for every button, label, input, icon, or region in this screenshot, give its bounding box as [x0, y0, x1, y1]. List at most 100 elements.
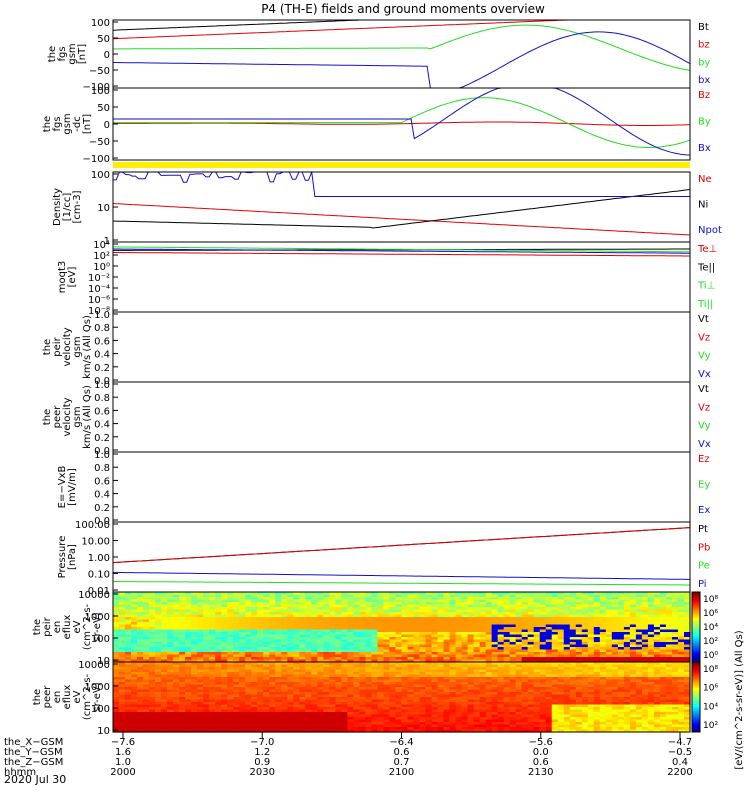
- legend-Te⊥: Te⊥: [697, 244, 717, 255]
- y-tick-label: 100: [91, 634, 110, 645]
- y-axis-label: velocity: [62, 327, 73, 366]
- y-axis-label: (cm^2-s-: [82, 673, 93, 720]
- y-tick-label: 0.01: [88, 586, 110, 597]
- series-line-1: [112, 527, 691, 564]
- colorbar-tick: 10⁰: [703, 651, 718, 661]
- x-tick-label: 2200: [667, 767, 692, 778]
- x-tick-label: 2030: [250, 767, 275, 778]
- y-tick-label: 0.2: [94, 363, 110, 374]
- y-axis-label: -dc: [72, 116, 83, 131]
- x-tick-label: 1.0: [115, 757, 131, 768]
- series-line-3: [113, 31, 691, 89]
- y-axis-label: gsm: [72, 336, 83, 357]
- y-tick-label: 0.4: [94, 350, 110, 361]
- y-tick-label: 10²: [93, 251, 110, 262]
- y-tick-label: 0.0: [94, 376, 110, 387]
- panel-peer_spec: 10000 1000 100 10 the peer en eflux eV (cm^2-s-sr…: [32, 660, 718, 737]
- y-tick-label: 0.6: [94, 476, 110, 487]
- series-line-2: [113, 246, 690, 253]
- series-line-2: [113, 24, 691, 71]
- colorbar: 10⁸ 10⁶ 10⁴ 10² 10⁰: [691, 591, 718, 663]
- colorbar-tick: 10⁶: [703, 609, 718, 619]
- y-tick-label: 0: [104, 120, 110, 131]
- x-tick-label: 0.9: [254, 757, 270, 768]
- y-axis-label: [1/cc]: [62, 193, 73, 222]
- colorbar-tick: 10²: [703, 637, 718, 647]
- panel-frame: [112, 171, 691, 243]
- x-tick-label: −0.5: [668, 747, 692, 758]
- x-tick-label: 1.6: [115, 747, 131, 758]
- legend-bz: bz: [698, 40, 710, 51]
- y-tick-label: 0: [104, 50, 110, 61]
- colorbar: 10⁸ 10⁶ 10⁴ 10²: [691, 661, 718, 733]
- y-axis-label: [nPa]: [67, 544, 78, 570]
- panel-efield: 1.0 0.8 0.6 0.4 0.2 0.0 E=−VxB [mV/m] Ez Ey Ex: [57, 450, 710, 527]
- y-axis-label: velocity: [62, 397, 73, 436]
- x-tick-label: 0.6: [533, 757, 549, 768]
- y-axis-label: the: [47, 46, 58, 62]
- y-axis-label: peer: [52, 405, 63, 429]
- y-tick-label: 10.00: [81, 537, 110, 548]
- legend-By: By: [698, 116, 711, 127]
- y-tick-label: 0.4: [94, 490, 110, 501]
- y-tick-label: −50: [89, 137, 110, 148]
- y-tick-label: 0.6: [94, 336, 110, 347]
- legend-Vx: Vx: [698, 439, 711, 450]
- y-axis-label: peir: [52, 336, 63, 356]
- y-tick-label: 100: [91, 170, 110, 181]
- panel-peir_v: 1.0 0.8 0.6 0.4 0.2 0.0 the peir velocity gsm km/s…: [42, 310, 711, 387]
- y-tick-label: −100: [83, 154, 110, 165]
- y-axis-label: [mV/m]: [67, 468, 78, 506]
- y-tick-label: 10: [97, 203, 110, 214]
- legend-Ti⊥: Ti⊥: [697, 281, 715, 292]
- x-tick-label: 2100: [389, 767, 414, 778]
- panel-frame: [112, 451, 691, 523]
- y-tick-label: 0.8: [94, 323, 110, 334]
- x-axis: the_X−GSMthe_Y−GSMthe_Z−GSMhhmm−7.61.61.…: [4, 732, 693, 778]
- y-axis-label: peer: [42, 685, 53, 709]
- y-axis-label: eflux: [62, 615, 73, 640]
- panel-peir_spec: 10000 1000 100 10 the peir en eflux eV (cm^2-s-sr…: [32, 590, 718, 667]
- y-tick-label: 0.0: [94, 446, 110, 457]
- legend-Bt: Bt: [698, 22, 709, 33]
- y-axis-label: Pressure: [57, 536, 68, 579]
- y-tick-label: 10000: [78, 590, 110, 601]
- y-axis-label: km/s (All Qs): [82, 315, 93, 379]
- y-axis-label: km/s (All Qs): [82, 385, 93, 449]
- y-axis-label: the: [32, 689, 43, 705]
- legend-Vz: Vz: [698, 402, 710, 413]
- legend-Pe: Pe: [698, 561, 710, 572]
- x-tick-label: 2000: [110, 767, 135, 778]
- legend-Npot: Npot: [698, 225, 722, 236]
- series-line-2: [113, 571, 690, 580]
- y-tick-label: 0.6: [94, 406, 110, 417]
- series-line-1: [113, 97, 691, 148]
- y-axis-label: gsm: [67, 43, 78, 64]
- legend-Pt: Pt: [698, 524, 708, 535]
- y-axis-label: E=−VxB: [57, 466, 68, 509]
- colorbar-label: [eV/(cm^2-s-sr-eV)] (All Qs): [734, 630, 745, 769]
- x-tick-label: 1.2: [254, 747, 270, 758]
- legend-Ne: Ne: [698, 174, 712, 185]
- x-tick-label: −7.0: [250, 737, 274, 748]
- series-line-3: [113, 248, 690, 254]
- y-axis-label: (cm^2-s-: [82, 603, 93, 650]
- x-tick-label: 2130: [528, 767, 553, 778]
- legend-Ex: Ex: [698, 505, 710, 516]
- panel-frame: [112, 19, 691, 89]
- y-tick-label: 100: [91, 704, 110, 715]
- legend-Pb: Pb: [698, 542, 710, 553]
- status-bar: [113, 162, 690, 168]
- y-axis-label: the: [42, 116, 53, 132]
- series-line-3: [113, 581, 690, 586]
- colorbar-tick: 10⁸: [703, 595, 718, 605]
- x-tick-label: −5.6: [529, 737, 553, 748]
- y-axis-label: sr-eV): [92, 682, 103, 711]
- legend-Pi: Pi: [698, 579, 707, 590]
- y-tick-label: 0.2: [94, 503, 110, 514]
- y-axis-label: en: [52, 691, 63, 704]
- y-axis-label: the: [42, 409, 53, 425]
- panel-fgs: 100 50 0 −50 −100 the fgs gsm [nT] Bt bz by bx: [47, 18, 710, 93]
- legend-Vz: Vz: [698, 332, 710, 343]
